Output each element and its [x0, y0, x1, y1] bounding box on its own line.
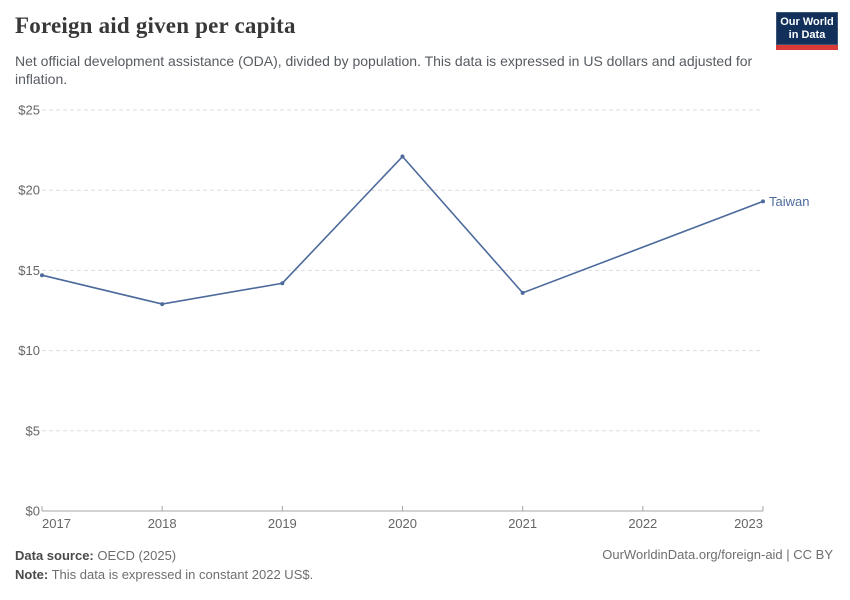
x-axis-tick-label: 2021 [508, 516, 537, 531]
x-axis-tick-label: 2017 [42, 516, 71, 531]
data-point-marker[interactable] [280, 281, 285, 286]
note-value: This data is expressed in constant 2022 … [51, 567, 314, 582]
owid-logo[interactable]: Our World in Data [776, 12, 838, 50]
page-title: Foreign aid given per capita [15, 13, 296, 38]
x-axis-tick-label: 2020 [388, 516, 417, 531]
footer-notes: Data source: OECD (2025) Note: This data… [15, 546, 313, 584]
y-axis-tick-label: $10 [18, 343, 40, 358]
y-axis-tick-label: $25 [18, 103, 40, 118]
x-axis-tick-label: 2019 [268, 516, 297, 531]
data-source-line: Data source: OECD (2025) [15, 546, 313, 565]
x-axis-tick-label: 2023 [734, 516, 763, 531]
chart-subtitle: Net official development assistance (ODA… [15, 53, 753, 87]
attribution-link[interactable]: OurWorldinData.org/foreign-aid | CC BY [602, 547, 833, 562]
y-axis-tick-label: $15 [18, 263, 40, 278]
owid-logo-red-bar [776, 45, 838, 50]
y-axis-tick-label: $0 [26, 504, 40, 519]
note-label: Note: [15, 567, 49, 582]
note-line: Note: This data is expressed in constant… [15, 565, 313, 584]
data-point-marker[interactable] [160, 302, 165, 307]
data-point-marker[interactable] [761, 199, 765, 204]
series-label[interactable]: Taiwan [769, 194, 809, 209]
data-point-marker[interactable] [400, 154, 405, 159]
y-axis-tick-label: $5 [26, 423, 40, 438]
data-line[interactable] [41, 155, 764, 305]
line-chart-canvas[interactable]: $0 $5 $10 $15 $20 $25 2017 2018 2019 2020 2021 2022… [0, 95, 850, 545]
data-source-label: Data source: [15, 548, 94, 563]
owid-logo-line1: Our World [780, 16, 834, 28]
x-axis-tick-label: 2022 [628, 516, 657, 531]
owid-logo-line2: in Data [788, 29, 826, 41]
data-point-marker[interactable] [520, 290, 525, 295]
owid-logo-text: Our World in Data [776, 12, 838, 45]
data-source-value: OECD (2025) [97, 548, 177, 563]
x-axis-tick-label: 2018 [148, 516, 177, 531]
data-point-marker[interactable] [40, 273, 44, 278]
y-axis-tick-label: $20 [18, 183, 40, 198]
